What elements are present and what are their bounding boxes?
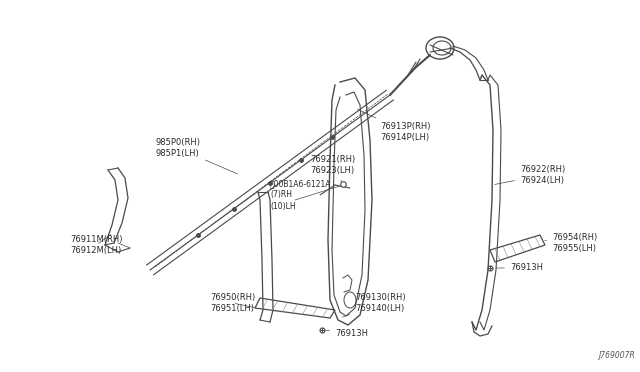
- Text: 76913P(RH)
76914P(LH): 76913P(RH) 76914P(LH): [358, 109, 431, 142]
- Text: 76950(RH)
76951(LH): 76950(RH) 76951(LH): [210, 293, 255, 313]
- Text: J769007R: J769007R: [598, 351, 635, 360]
- Text: 76921(RH)
76923(LH): 76921(RH) 76923(LH): [310, 155, 355, 182]
- Text: 76954(RH)
76955(LH): 76954(RH) 76955(LH): [545, 233, 597, 253]
- Text: 76911M(RH)
76912M(LH): 76911M(RH) 76912M(LH): [70, 235, 122, 255]
- Text: 985P0(RH)
985P1(LH): 985P0(RH) 985P1(LH): [155, 138, 237, 174]
- Text: 76922(RH)
76924(LH): 76922(RH) 76924(LH): [495, 165, 565, 185]
- Text: 00B1A6-6121A
(7)RH
(10)LH: 00B1A6-6121A (7)RH (10)LH: [270, 179, 332, 211]
- Text: 76913H: 76913H: [496, 263, 543, 273]
- Text: 769130(RH)
769140(LH): 769130(RH) 769140(LH): [342, 293, 406, 317]
- Text: 76913H: 76913H: [326, 328, 368, 337]
